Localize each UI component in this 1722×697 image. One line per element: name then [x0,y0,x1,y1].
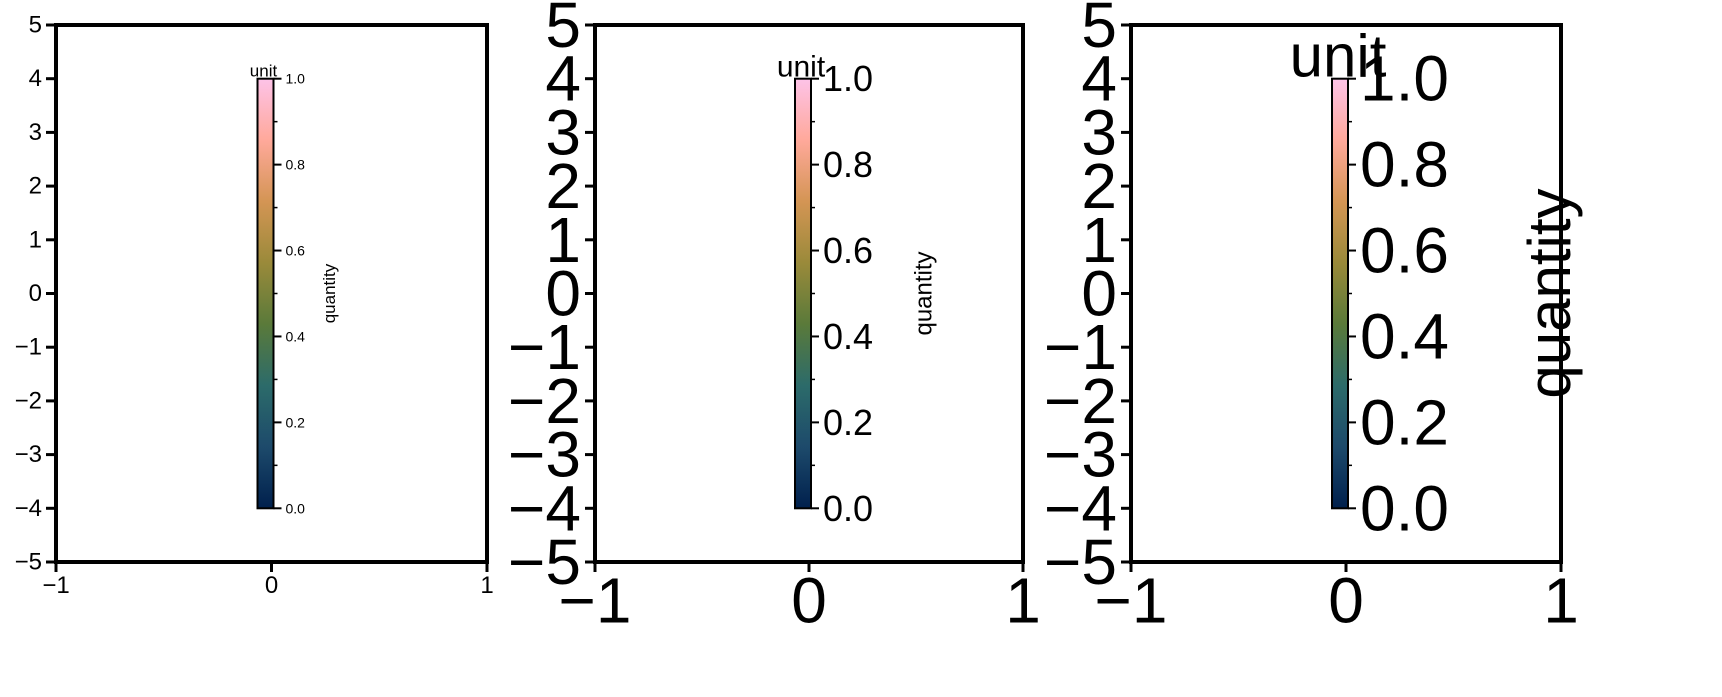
colorbar-unit: unit [1290,23,1387,90]
y-tick-label: −4 [1044,472,1117,544]
y-tick-label: −5 [508,526,581,598]
x-tick-label: −1 [1095,564,1168,636]
y-tick-label: 5 [545,0,581,61]
colorbar-tick-label: 0.0 [823,488,873,529]
colorbar-tick-label: 0.6 [286,243,306,259]
colorbar [256,77,275,510]
colorbar-tick-label: 0.2 [1360,386,1449,458]
y-tick-label: 2 [29,173,42,200]
y-tick-label: −2 [508,365,581,437]
y-tick-label: −1 [508,311,581,383]
y-tick-label: −3 [508,419,581,491]
x-tick-label: 0 [1328,564,1364,636]
y-tick-label: −4 [15,495,42,522]
x-tick-label: 1 [1543,564,1579,636]
y-tick-label: 5 [1081,0,1117,61]
y-tick-label: −2 [1044,365,1117,437]
x-tick-label: 0 [791,564,827,636]
y-tick-label: 1 [545,204,581,276]
y-tick-label: 4 [1081,43,1117,115]
colorbar-tick-label: 0.4 [286,328,306,344]
x-tick-label: −1 [559,564,632,636]
colorbar-tick-label: 0.6 [823,230,873,271]
y-tick-label: −3 [15,441,42,468]
colorbar-tick-label: 0.4 [823,316,873,357]
x-tick-label: −1 [42,572,69,599]
y-tick-label: 1 [29,226,42,253]
y-tick-label: 1 [1081,204,1117,276]
colorbar-tick-label: 0.4 [1360,300,1449,372]
colorbar-tick-label: 0.8 [286,157,306,173]
colorbar-tick-label: 1.0 [823,58,873,99]
colorbar-label: quantity [320,263,339,323]
colorbar-tick-label: 0.0 [286,500,306,516]
y-tick-label: 4 [545,43,581,115]
y-tick-label: −5 [1044,526,1117,598]
y-tick-label: −2 [15,387,42,414]
colorbar-tick-label: 0.8 [823,144,873,185]
y-tick-label: −3 [1044,419,1117,491]
y-tick-label: −1 [15,334,42,361]
colorbar-tick-label: 0.2 [286,414,306,430]
y-tick-label: −4 [508,472,581,544]
y-tick-label: 0 [29,280,42,307]
y-tick-label: 3 [1081,96,1117,168]
colorbar-tick-label: 0.0 [1360,472,1449,544]
y-tick-label: 0 [545,258,581,330]
y-tick-label: 5 [29,12,42,39]
chart-panel-1: −5 −4 −3 −2 −1 0 1 2 3 4 5 −1 0 1 0.0 0.2 0.4 0.6 0.8 1.0 un… [15,12,494,599]
colorbar-label: quantity [910,251,937,335]
colorbar-unit: unit [777,51,826,84]
colorbar-unit: unit [250,62,278,81]
x-tick-label: 1 [1005,564,1041,636]
y-tick-label: 3 [29,119,42,146]
y-tick-label: 2 [545,150,581,222]
colorbar-tick-label: 0.2 [823,402,873,443]
y-tick-label: 2 [1081,150,1117,222]
y-tick-label: 3 [545,96,581,168]
x-tick-label: 0 [265,572,278,599]
x-tick-label: 1 [480,572,493,599]
y-tick-label: −1 [1044,311,1117,383]
colorbar [1331,77,1349,510]
colorbar-tick-label: 0.8 [1360,129,1449,201]
colorbar-tick-label: 1.0 [286,71,306,87]
colorbar-tick-label: 0.6 [1360,215,1449,287]
colorbar-label: quantity [1516,188,1583,398]
y-tick-label: 0 [1081,258,1117,330]
colorbar-tick-label: 1.0 [1360,43,1449,115]
colorbar [794,77,812,510]
y-tick-label: −5 [15,549,42,576]
y-tick-label: 4 [29,65,42,92]
